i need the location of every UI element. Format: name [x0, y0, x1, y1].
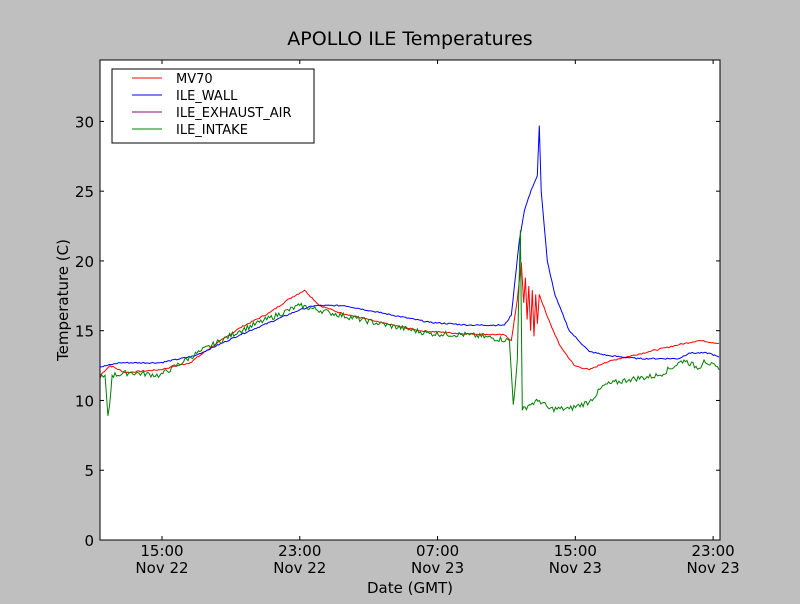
x-tick-label: 07:00 — [416, 542, 459, 560]
y-tick-label: 5 — [84, 462, 94, 480]
x-tick-label: 15:00 — [554, 542, 597, 560]
legend-label: ILE_INTAKE — [176, 123, 248, 138]
y-tick-label: 25 — [75, 183, 94, 201]
x-axis-label: Date (GMT) — [367, 579, 453, 597]
y-tick-label: 0 — [84, 532, 94, 550]
x-tick-sublabel: Nov 22 — [135, 559, 188, 577]
series-line-mv70 — [100, 262, 720, 376]
legend: MV70 ILE_WALL ILE_EXHAUST_AIR ILE_INTAKE — [111, 68, 315, 144]
x-tick-label: 23:00 — [278, 542, 321, 560]
x-tick-label: 15:00 — [140, 542, 183, 560]
x-tick-sublabel: Nov 22 — [273, 559, 326, 577]
y-tick-label: 10 — [75, 392, 94, 410]
chart-title: APOLLO ILE Temperatures — [287, 28, 532, 50]
y-tick-label: 20 — [75, 253, 94, 271]
y-tick-label: 15 — [75, 323, 94, 341]
x-tick-label: 23:00 — [691, 542, 734, 560]
x-tick-sublabel: Nov 23 — [687, 559, 740, 577]
legend-label: ILE_WALL — [176, 89, 238, 104]
y-tick-label: 30 — [75, 113, 94, 131]
series-line-ile-wall — [100, 125, 720, 368]
plot-frame — [99, 59, 721, 541]
legend-label: MV70 — [176, 72, 213, 87]
series-line-ile-intake — [100, 230, 720, 416]
legend-label: ILE_EXHAUST_AIR — [176, 106, 292, 121]
x-tick-sublabel: Nov 23 — [411, 559, 464, 577]
legend-frame — [111, 68, 315, 144]
y-axis-label: Temperature (C) — [54, 239, 72, 362]
x-tick-sublabel: Nov 23 — [549, 559, 602, 577]
